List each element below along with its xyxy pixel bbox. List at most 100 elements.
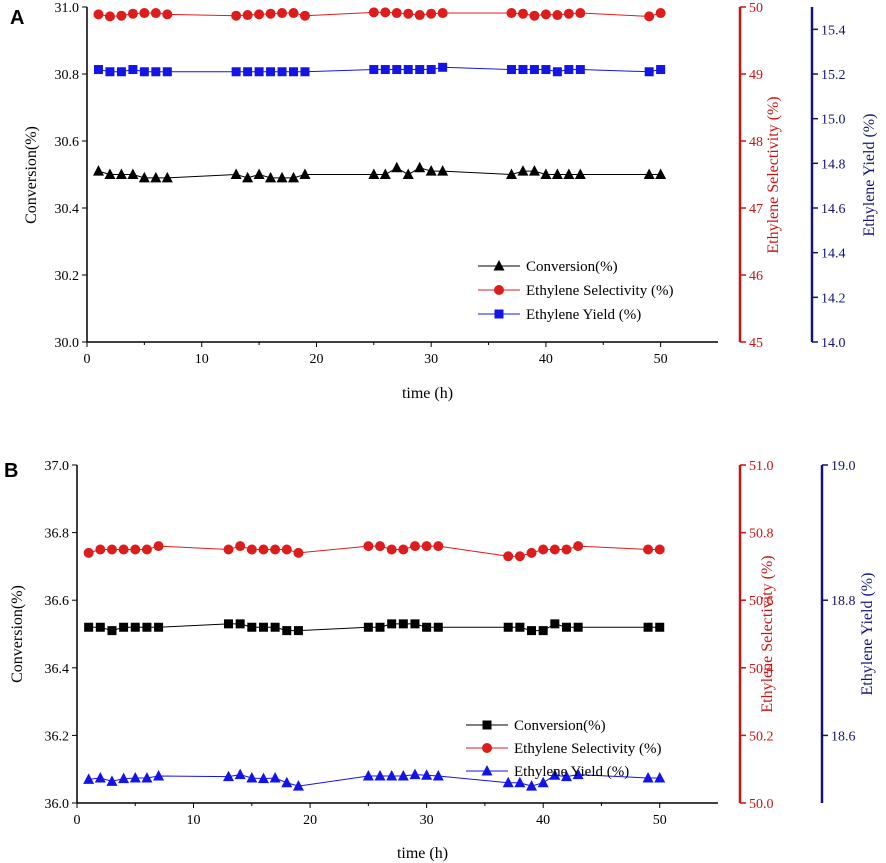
data-point (130, 622, 140, 632)
data-point (575, 8, 586, 19)
data-point (438, 62, 448, 72)
x-tick-label: 0 (74, 813, 81, 828)
data-point (655, 622, 665, 632)
data-point (563, 168, 575, 179)
data-point (643, 168, 655, 179)
series-conversion (84, 619, 665, 636)
panel-a: A 0 10 20 30 40 50 30.0 30.2 30.4 30.6 30.8 31.0 45 46… (10, 1, 878, 402)
series-ethylene-yield (83, 768, 666, 791)
data-point (410, 619, 420, 629)
data-point (386, 544, 397, 555)
data-point (153, 769, 165, 781)
selectivity-tick-label: 46 (749, 269, 763, 284)
data-point (425, 165, 437, 176)
data-point (277, 8, 288, 19)
data-point (258, 544, 269, 555)
data-point (561, 622, 571, 632)
data-point (551, 168, 563, 179)
data-point (104, 11, 115, 22)
data-point (540, 9, 551, 20)
data-point (83, 773, 95, 784)
data-point (224, 619, 234, 629)
data-point (403, 8, 414, 19)
data-point (552, 67, 562, 77)
data-point (643, 544, 654, 555)
series-ethylene-selectivity (93, 7, 666, 22)
data-point (433, 541, 444, 552)
data-point (426, 65, 436, 75)
x-axis-title: time (h) (402, 385, 453, 402)
data-point (538, 626, 548, 636)
data-point (246, 544, 257, 555)
data-point (526, 547, 537, 558)
left-y-tick-label: 37.0 (45, 459, 70, 474)
data-point (655, 168, 667, 179)
data-point (398, 544, 409, 555)
data-point (643, 622, 653, 632)
x-tick-label: 20 (303, 813, 317, 828)
data-point (642, 771, 654, 783)
yield-axis-title: Ethylene Yield (%) (859, 573, 876, 696)
data-point (293, 547, 304, 558)
data-point (541, 65, 551, 75)
data-point (95, 622, 105, 632)
data-point (138, 171, 150, 183)
data-point (235, 541, 246, 552)
selectivity-tick-label: 51.0 (749, 459, 774, 474)
data-point (231, 67, 241, 77)
data-point (549, 769, 561, 780)
data-point (104, 168, 116, 179)
data-point (391, 161, 403, 173)
x-tick-label: 10 (195, 352, 209, 367)
data-point (162, 67, 172, 77)
data-point (414, 161, 426, 173)
panel-label: A (10, 7, 24, 29)
data-point (127, 168, 139, 179)
data-point (116, 67, 126, 77)
data-point (537, 776, 549, 788)
data-point (574, 168, 586, 179)
x-tick-label: 20 (309, 352, 323, 367)
legend-marker (493, 260, 505, 271)
data-point (432, 769, 444, 781)
left-axis-title: Conversion(%) (23, 126, 40, 224)
data-point (277, 67, 287, 77)
data-point (230, 168, 242, 179)
panel-label: B (4, 460, 18, 482)
data-point (380, 7, 391, 18)
data-point (422, 622, 432, 632)
data-point (363, 622, 373, 632)
selectivity-axis-title: Ethylene Selectivity (%) (765, 96, 782, 253)
left-y-tick-label: 30.0 (55, 336, 80, 351)
data-point (258, 622, 268, 632)
data-point (502, 776, 514, 788)
data-point (369, 65, 379, 75)
x-tick-label: 10 (187, 813, 201, 828)
data-point (139, 67, 149, 77)
data-point (246, 771, 258, 783)
data-point (254, 9, 265, 20)
data-point (363, 541, 374, 552)
data-point (299, 168, 311, 179)
data-point (115, 168, 127, 179)
legend-entry: Ethylene Yield (%) (514, 764, 629, 780)
yield-tick-label: 15.0 (821, 113, 846, 128)
selectivity-tick-label: 50.2 (749, 729, 774, 744)
data-point (153, 541, 164, 552)
data-point (415, 65, 425, 75)
legend-entry: Conversion(%) (526, 259, 618, 275)
data-point (575, 65, 585, 75)
data-point (257, 772, 269, 784)
yield-tick-label: 19.0 (831, 459, 856, 474)
data-point (288, 8, 299, 19)
legend-marker (494, 285, 504, 295)
selectivity-tick-label: 45 (749, 336, 763, 351)
data-point (161, 171, 173, 183)
data-point (654, 771, 666, 783)
legend-marker (482, 743, 492, 753)
left-y-tick-label: 36.2 (45, 729, 70, 744)
data-point (107, 626, 117, 636)
data-point (265, 8, 276, 19)
data-point (563, 8, 574, 19)
